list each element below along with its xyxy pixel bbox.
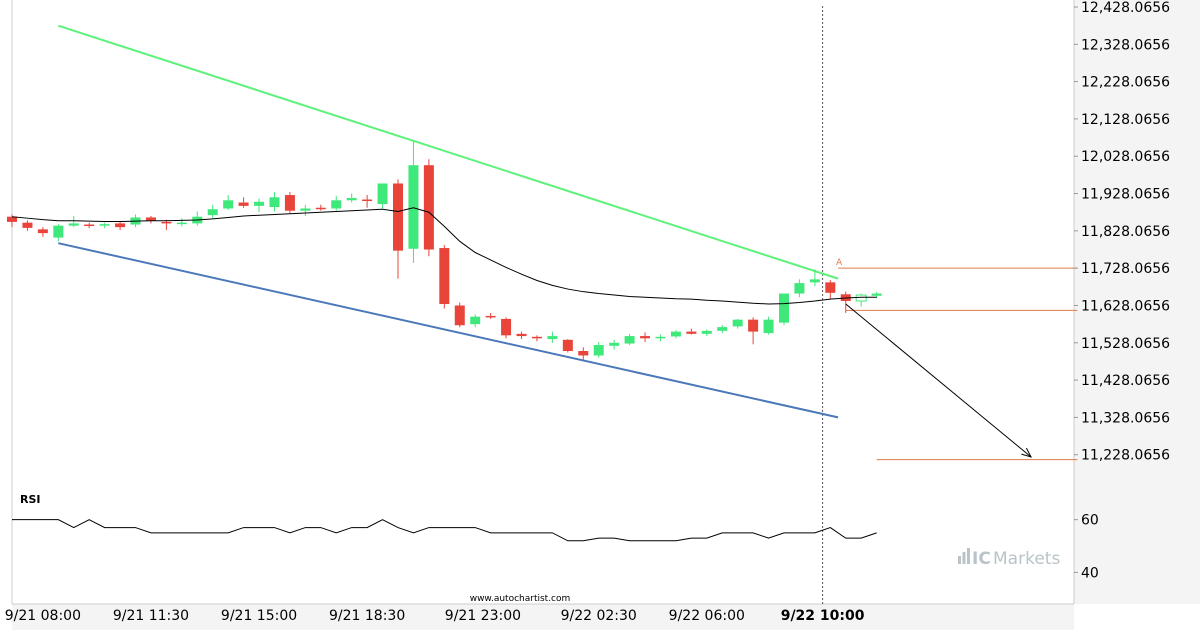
brand-name: Markets [993,549,1060,569]
rsi-tick-label: 40 [1081,565,1099,581]
candle-body [640,336,651,339]
time-tick-label: 9/22 10:00 [781,608,865,624]
price-tick-label: 11,528.0656 [1081,336,1170,352]
time-tick-label: 9/21 08:00 [5,608,81,624]
price-tick-label: 12,428.0656 [1081,0,1170,16]
forecast-arrow-head-icon [1021,447,1033,458]
candle-body [871,293,882,296]
candle-body [99,224,110,226]
candle-body [701,330,712,334]
candle-body [207,209,218,216]
candle-body [485,315,496,318]
candle-body [145,217,156,221]
price-tick-label: 12,128.0656 [1081,112,1170,128]
price-tick-label: 11,728.0656 [1081,261,1170,277]
candle-body [717,327,728,331]
moving-average-line [11,207,877,305]
candle-body [794,283,805,294]
candle-body [37,229,48,234]
candle-body [331,200,342,209]
time-tick-label: 9/22 02:30 [561,608,637,624]
candle-body [809,279,820,283]
candle-body [501,318,512,336]
forecast-arrow [845,303,1032,458]
candle-body [516,333,527,337]
candle-body [439,248,450,304]
candle-body [609,342,620,346]
price-tick-label: 12,228.0656 [1081,75,1170,91]
candle-body [408,165,419,249]
candle-body [855,294,867,302]
candle-body [377,183,388,205]
candle-body [84,224,95,227]
price-tick-label: 11,428.0656 [1081,373,1170,389]
candle-body [315,207,326,210]
watermark: www.autochartist.com [470,594,571,604]
candle-body [53,225,64,238]
support-line [58,242,839,419]
time-tick-label: 9/21 23:00 [445,608,521,624]
candle-body [269,197,280,207]
candle-body [593,345,604,356]
candle-body [562,339,573,352]
price-axis-panel [1074,0,1200,604]
candle-body [547,336,558,340]
rsi-title: RSI [20,493,41,506]
candle-body [531,336,542,339]
rsi-panel [12,519,877,542]
candle-body [655,336,666,339]
candle-body [624,336,635,344]
candle-body [423,165,434,250]
candle-body [825,282,836,293]
candle-body [254,201,265,206]
candle-body [161,221,172,224]
rsi-tick-label: 60 [1081,513,1099,529]
candle-body [115,223,126,228]
price-panel: A [7,6,1078,604]
candle-body [670,331,681,337]
candle-body [393,183,403,251]
level-label: A [836,258,843,268]
time-axis-panel [12,604,1074,630]
candle-body [22,222,33,228]
price-tick-label: 12,028.0656 [1081,149,1170,165]
candle-body [779,293,789,323]
brand-logo: IC Markets [958,548,1060,569]
price-tick-label: 12,328.0656 [1081,37,1170,53]
price-tick-label: 11,928.0656 [1081,187,1170,203]
brand-bars-icon [958,548,970,564]
candle-body [68,223,79,226]
candle-body [578,351,589,356]
candle-body [284,195,295,211]
candle-body [470,316,481,325]
candle-body [176,222,187,225]
price-tick-label: 11,228.0656 [1081,448,1170,464]
candle-body [223,200,234,209]
price-tick-label: 11,828.0656 [1081,224,1170,240]
time-tick-label: 9/21 18:30 [329,608,405,624]
candle-body [454,305,465,326]
time-tick-label: 9/22 06:00 [669,608,745,624]
candle-body [748,319,759,332]
candle-body [238,202,249,206]
candle-body [362,199,373,202]
candle-body [7,216,17,222]
time-tick-label: 9/21 11:30 [113,608,189,624]
rsi-line [12,519,877,542]
price-tick-label: 11,328.0656 [1081,410,1170,426]
brand-prefix: IC [972,549,991,569]
candle-body [346,198,357,201]
resistance-line [58,24,839,280]
time-tick-label: 9/21 15:00 [221,608,297,624]
candle-body [300,208,311,211]
price-tick-label: 11,628.0656 [1081,298,1170,314]
candle-body [686,331,697,334]
axes: 12,428.0656 12,328.0656 12,228.0656 12,128.… [5,0,1170,624]
candle-body [732,319,743,327]
candle-body [763,319,774,334]
